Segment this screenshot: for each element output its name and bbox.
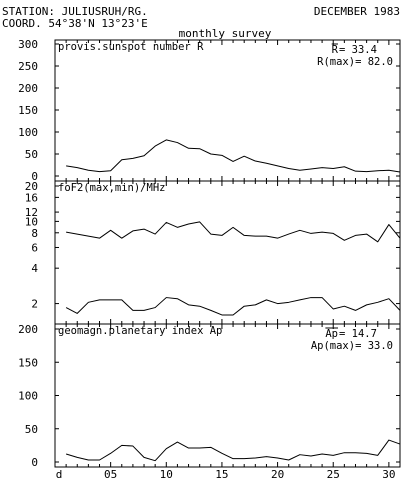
x-tick-label: d [56, 468, 63, 480]
stat-mean-symbol: Ap [325, 328, 338, 340]
survey-label: monthly survey [179, 27, 272, 40]
x-tick-label: 10 [160, 468, 173, 480]
stat-max-value: R(max)= 82.0 [317, 56, 393, 68]
y-tick-label: 100 [18, 126, 38, 139]
stat-mean-value: = 14.7 [339, 328, 377, 340]
panel-title: provis.sunspot number R [58, 41, 204, 53]
x-tick-label: 05 [104, 468, 117, 480]
date-label: DECEMBER 1983 [314, 5, 400, 18]
y-tick-label: 4 [31, 262, 38, 275]
panel-title: geomagn.planetary index Ap [58, 325, 222, 337]
y-tick-label: 0 [31, 170, 38, 183]
y-tick-label: 200 [18, 82, 38, 95]
y-tick-label: 50 [25, 148, 38, 161]
y-tick-label: 150 [18, 104, 38, 117]
y-tick-label: 12 [25, 206, 38, 219]
series-line-1 [66, 139, 401, 173]
y-tick-label: 10 [25, 215, 38, 228]
stat-max-value: Ap(max)= 33.0 [311, 340, 393, 352]
coord-label: COORD. 54°38'N 13°23'E [2, 17, 148, 30]
series-line-2 [65, 297, 401, 316]
y-tick-label: 150 [18, 356, 38, 369]
x-tick-label: 20 [271, 468, 284, 480]
y-tick-label: 50 [25, 423, 38, 436]
y-tick-label: 250 [18, 60, 38, 73]
station-label: STATION: JULIUSRUH/RG. [2, 5, 148, 18]
panel-title: foF2(max,min)/MHz [58, 182, 165, 194]
y-tick-label: 0 [31, 456, 38, 469]
stat-mean-value: = 33.4 [339, 44, 377, 56]
y-tick-label: 100 [18, 390, 38, 403]
stat-mean-symbol: R [332, 44, 339, 56]
x-tick-label: 25 [327, 468, 340, 480]
x-tick-label: 30 [382, 468, 395, 480]
series-line-1 [65, 439, 401, 462]
y-tick-label: 20 [25, 180, 38, 193]
y-tick-label: 200 [18, 323, 38, 336]
y-tick-label: 300 [18, 38, 38, 51]
series-line-1 [66, 221, 401, 243]
y-tick-label: 6 [31, 241, 38, 254]
panel-frame [54, 180, 401, 325]
y-tick-label: 8 [31, 227, 38, 240]
y-tick-label: 2 [31, 298, 38, 311]
panel-3: 0 50 100 150 200 geomagn.planetary index Ap Ap… [18, 323, 401, 469]
y-tick-label: 16 [25, 191, 38, 204]
x-tick-label: 15 [215, 468, 228, 480]
